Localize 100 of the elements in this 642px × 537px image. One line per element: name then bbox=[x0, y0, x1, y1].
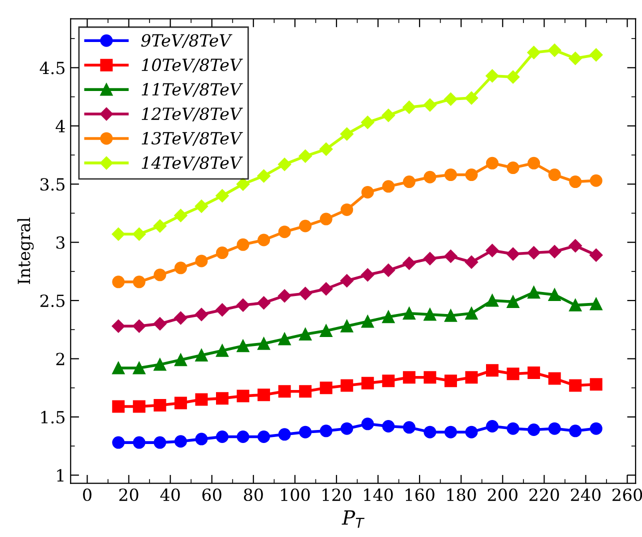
point bbox=[444, 250, 458, 263]
point bbox=[278, 226, 291, 238]
x-tick-label: 260 bbox=[612, 488, 642, 502]
point bbox=[506, 70, 520, 84]
x-tick-label: 40 bbox=[160, 488, 180, 502]
point bbox=[112, 400, 125, 413]
point bbox=[340, 274, 354, 288]
point bbox=[424, 371, 436, 384]
point bbox=[195, 348, 208, 362]
point bbox=[361, 315, 374, 328]
point bbox=[174, 354, 187, 366]
point bbox=[320, 282, 333, 296]
point bbox=[132, 276, 146, 288]
point bbox=[132, 436, 146, 449]
point bbox=[465, 307, 478, 320]
x-tick-label: 180 bbox=[447, 488, 476, 502]
point bbox=[298, 150, 312, 163]
point bbox=[424, 308, 436, 321]
point bbox=[340, 379, 354, 392]
point bbox=[486, 294, 499, 307]
point bbox=[112, 436, 125, 449]
point bbox=[195, 432, 208, 446]
legend-label: 11TeV/8TeV bbox=[142, 83, 243, 97]
point bbox=[486, 156, 499, 170]
point bbox=[216, 430, 228, 443]
point bbox=[320, 382, 332, 394]
point bbox=[548, 168, 561, 182]
x-tick-label: 60 bbox=[202, 488, 222, 502]
point bbox=[402, 100, 416, 114]
point bbox=[257, 169, 270, 183]
point bbox=[132, 362, 146, 374]
point bbox=[402, 371, 416, 384]
y-tick-label: 2.5 bbox=[40, 294, 64, 308]
point bbox=[340, 203, 354, 216]
point bbox=[569, 176, 582, 188]
point bbox=[236, 390, 250, 402]
point bbox=[153, 219, 167, 233]
y-tick-label: 4.5 bbox=[40, 62, 64, 74]
point bbox=[298, 286, 312, 300]
point bbox=[236, 298, 250, 312]
point bbox=[548, 288, 561, 301]
point bbox=[320, 142, 333, 156]
point bbox=[568, 239, 582, 252]
point bbox=[444, 426, 457, 438]
point bbox=[527, 46, 540, 60]
point bbox=[278, 332, 291, 346]
point bbox=[299, 426, 312, 438]
point bbox=[402, 256, 416, 270]
point bbox=[382, 108, 395, 122]
point bbox=[320, 424, 332, 438]
point bbox=[132, 228, 146, 241]
point bbox=[194, 308, 208, 322]
point bbox=[424, 170, 436, 184]
point bbox=[154, 436, 166, 449]
point bbox=[569, 424, 582, 438]
point bbox=[236, 430, 250, 443]
point bbox=[568, 52, 582, 65]
x-axis-title: P$_{T}$ bbox=[342, 510, 364, 528]
point bbox=[278, 428, 291, 441]
point bbox=[382, 374, 395, 388]
point bbox=[464, 256, 478, 269]
x-tick-label: 100 bbox=[281, 488, 310, 502]
point bbox=[258, 430, 270, 443]
point bbox=[528, 366, 540, 379]
point bbox=[195, 393, 208, 406]
point bbox=[506, 422, 520, 435]
point bbox=[236, 238, 250, 251]
point bbox=[278, 385, 291, 398]
point bbox=[112, 228, 125, 241]
point bbox=[506, 295, 520, 308]
point bbox=[527, 246, 540, 260]
point bbox=[402, 307, 416, 320]
point bbox=[154, 399, 166, 412]
point bbox=[548, 44, 562, 57]
point bbox=[444, 168, 457, 182]
point bbox=[361, 268, 374, 282]
point bbox=[216, 344, 228, 357]
point bbox=[174, 262, 187, 274]
point bbox=[194, 200, 208, 213]
point bbox=[132, 400, 146, 413]
legend-label: 13TeV/8TeV bbox=[142, 132, 243, 146]
point bbox=[361, 116, 374, 129]
point bbox=[154, 268, 166, 282]
legend-label: 12TeV/8TeV bbox=[142, 107, 243, 122]
point bbox=[174, 435, 187, 448]
y-tick-label: 1 bbox=[57, 469, 64, 482]
point bbox=[444, 92, 458, 106]
point bbox=[320, 212, 332, 226]
x-tick-label: 0 bbox=[83, 488, 92, 502]
point bbox=[548, 245, 562, 258]
point bbox=[112, 276, 125, 288]
point bbox=[590, 422, 602, 435]
point bbox=[569, 298, 582, 312]
y-tick-label: 1.5 bbox=[41, 410, 64, 424]
point bbox=[278, 289, 292, 302]
point bbox=[216, 189, 229, 202]
point bbox=[382, 180, 395, 193]
point bbox=[590, 378, 602, 391]
point bbox=[258, 234, 270, 246]
point bbox=[506, 247, 520, 261]
